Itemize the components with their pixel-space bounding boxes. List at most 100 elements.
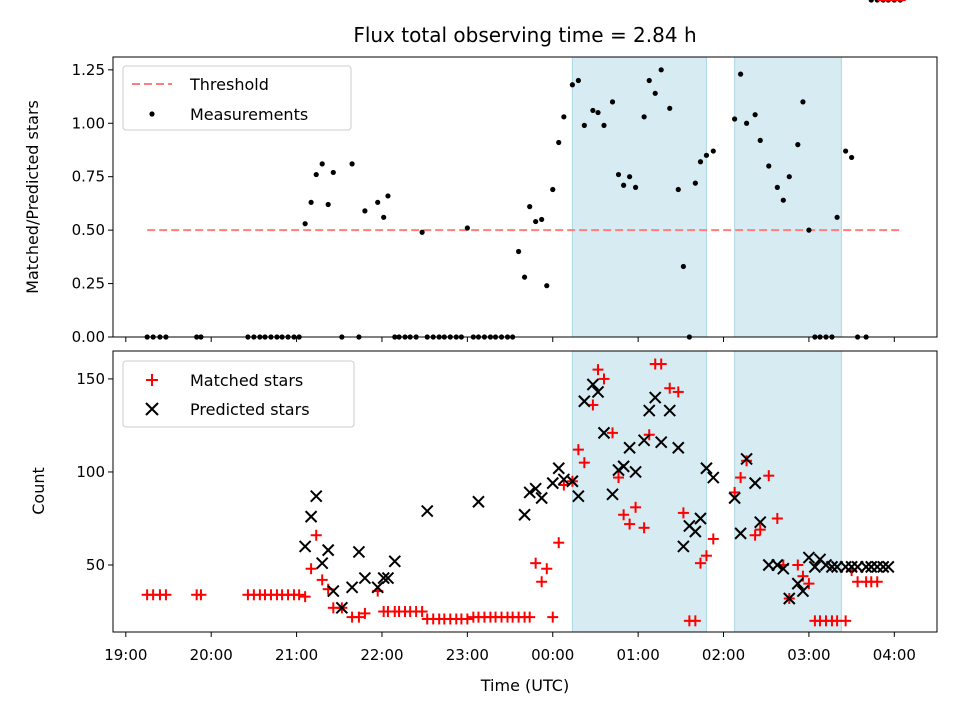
predicted-star-point xyxy=(358,571,372,585)
matched-star-point xyxy=(803,578,815,590)
measurement-point xyxy=(464,225,470,231)
bottom-y-axis-label: Count xyxy=(29,467,48,515)
predicted-star-point xyxy=(637,434,651,447)
predicted-star-stroke xyxy=(796,584,810,598)
predicted-star-point xyxy=(783,592,796,605)
bottom-legend: Matched stars Predicted stars xyxy=(122,360,355,428)
x-tick-label: 22:00 xyxy=(360,646,403,664)
predicted-star-point xyxy=(535,491,548,505)
predicted-star-stroke xyxy=(777,562,790,575)
matched-star-point xyxy=(618,509,630,521)
predicted-star-stroke xyxy=(345,581,359,594)
matched-star-point xyxy=(613,472,625,484)
predicted-star-stroke xyxy=(566,475,579,488)
measurement-point xyxy=(544,283,550,289)
matched-star-point xyxy=(630,501,642,513)
predicted-star-stroke xyxy=(335,601,349,615)
predicted-star-stroke xyxy=(552,462,565,475)
measurement-point xyxy=(581,122,587,128)
predicted-star-stroke xyxy=(672,441,685,454)
predicted-star-stroke xyxy=(327,584,340,598)
predicted-star-point xyxy=(707,471,720,484)
predicted-star-stroke xyxy=(771,558,784,572)
predicted-star-stroke xyxy=(740,452,753,466)
predicted-star-point xyxy=(882,560,895,574)
matched-star-point xyxy=(416,606,428,618)
predicted-star-point xyxy=(654,435,668,449)
measurement-point xyxy=(313,171,319,178)
measurement-point xyxy=(595,109,601,116)
predicted-star-point xyxy=(740,452,753,466)
matched-star-point xyxy=(700,550,712,562)
predicted-star-stroke xyxy=(298,540,312,553)
predicted-star-point xyxy=(748,476,762,490)
predicted-star-point xyxy=(345,581,359,594)
x-tick-label: 04:00 xyxy=(873,646,916,664)
predicted-star-point xyxy=(734,527,747,540)
matched-star-point xyxy=(607,427,619,439)
matched-star-point xyxy=(735,472,747,484)
measurement-point xyxy=(615,171,622,178)
matched-star-point xyxy=(536,576,548,588)
predicted-star-stroke xyxy=(529,482,542,495)
predicted-star-point xyxy=(421,504,434,518)
predicted-star-stroke xyxy=(572,489,585,503)
predicted-star-point xyxy=(617,460,630,473)
predicted-star-point xyxy=(586,378,600,391)
predicted-star-point xyxy=(597,426,611,440)
measurement-point xyxy=(849,154,855,161)
bottom-y-tick-label: 150 xyxy=(76,370,105,388)
matched-star-point xyxy=(624,518,636,530)
matched-star-point xyxy=(707,533,719,545)
matched-star-point xyxy=(672,386,684,398)
legend-predicted-label: Predicted stars xyxy=(190,400,310,419)
predicted-star-point xyxy=(663,404,676,417)
predicted-star-stroke xyxy=(591,385,605,399)
predicted-star-point xyxy=(777,562,790,575)
predicted-star-point xyxy=(689,525,702,538)
measurement-point xyxy=(680,263,686,270)
legend-matched-swatch xyxy=(146,374,158,386)
measurement-point xyxy=(766,163,772,169)
predicted-star-stroke xyxy=(683,519,696,533)
chart-title: Flux total observing time = 2.84 h xyxy=(353,23,696,47)
x-tick-label: 00:00 xyxy=(531,646,574,664)
predicted-star-point xyxy=(381,571,395,585)
measurement-point xyxy=(738,71,744,77)
measurement-point xyxy=(575,77,581,84)
predicted-star-point xyxy=(529,482,542,495)
predicted-star-point xyxy=(871,560,884,574)
predicted-star-stroke xyxy=(637,434,651,447)
predicted-star-point xyxy=(304,510,318,523)
predicted-star-stroke xyxy=(783,592,796,605)
predicted-star-stroke xyxy=(623,441,636,454)
predicted-star-point xyxy=(352,545,366,559)
matched-star-point xyxy=(598,373,610,385)
predicted-star-stroke xyxy=(352,545,366,559)
predicted-star-point xyxy=(546,476,559,490)
x-tick-label: 03:00 xyxy=(787,646,830,664)
predicted-star-stroke xyxy=(472,495,485,508)
matched-star-point xyxy=(677,507,689,519)
matched-star-point xyxy=(316,574,328,586)
predicted-star-point xyxy=(629,465,642,479)
predicted-star-stroke xyxy=(629,465,642,479)
predicted-star-stroke xyxy=(358,571,372,585)
measurement-point xyxy=(774,184,780,190)
x-tick-label: 23:00 xyxy=(446,646,489,664)
predicted-star-point xyxy=(578,395,591,408)
measurement-point xyxy=(732,116,738,122)
predicted-star-point xyxy=(472,495,485,508)
measurement-point xyxy=(515,248,522,255)
bottom-shaded-interval xyxy=(571,350,707,633)
top-y-tick-label: 0.75 xyxy=(72,168,105,186)
matched-star-point xyxy=(871,576,883,588)
measurement-point xyxy=(308,199,314,205)
matched-star-point xyxy=(754,524,766,536)
measurement-point xyxy=(621,182,627,188)
measurement-point xyxy=(539,216,545,223)
top-y-tick-label: 0.50 xyxy=(72,221,105,239)
measurement-point xyxy=(302,221,308,227)
predicted-star-stroke xyxy=(791,577,805,590)
predicted-star-point xyxy=(643,404,656,417)
